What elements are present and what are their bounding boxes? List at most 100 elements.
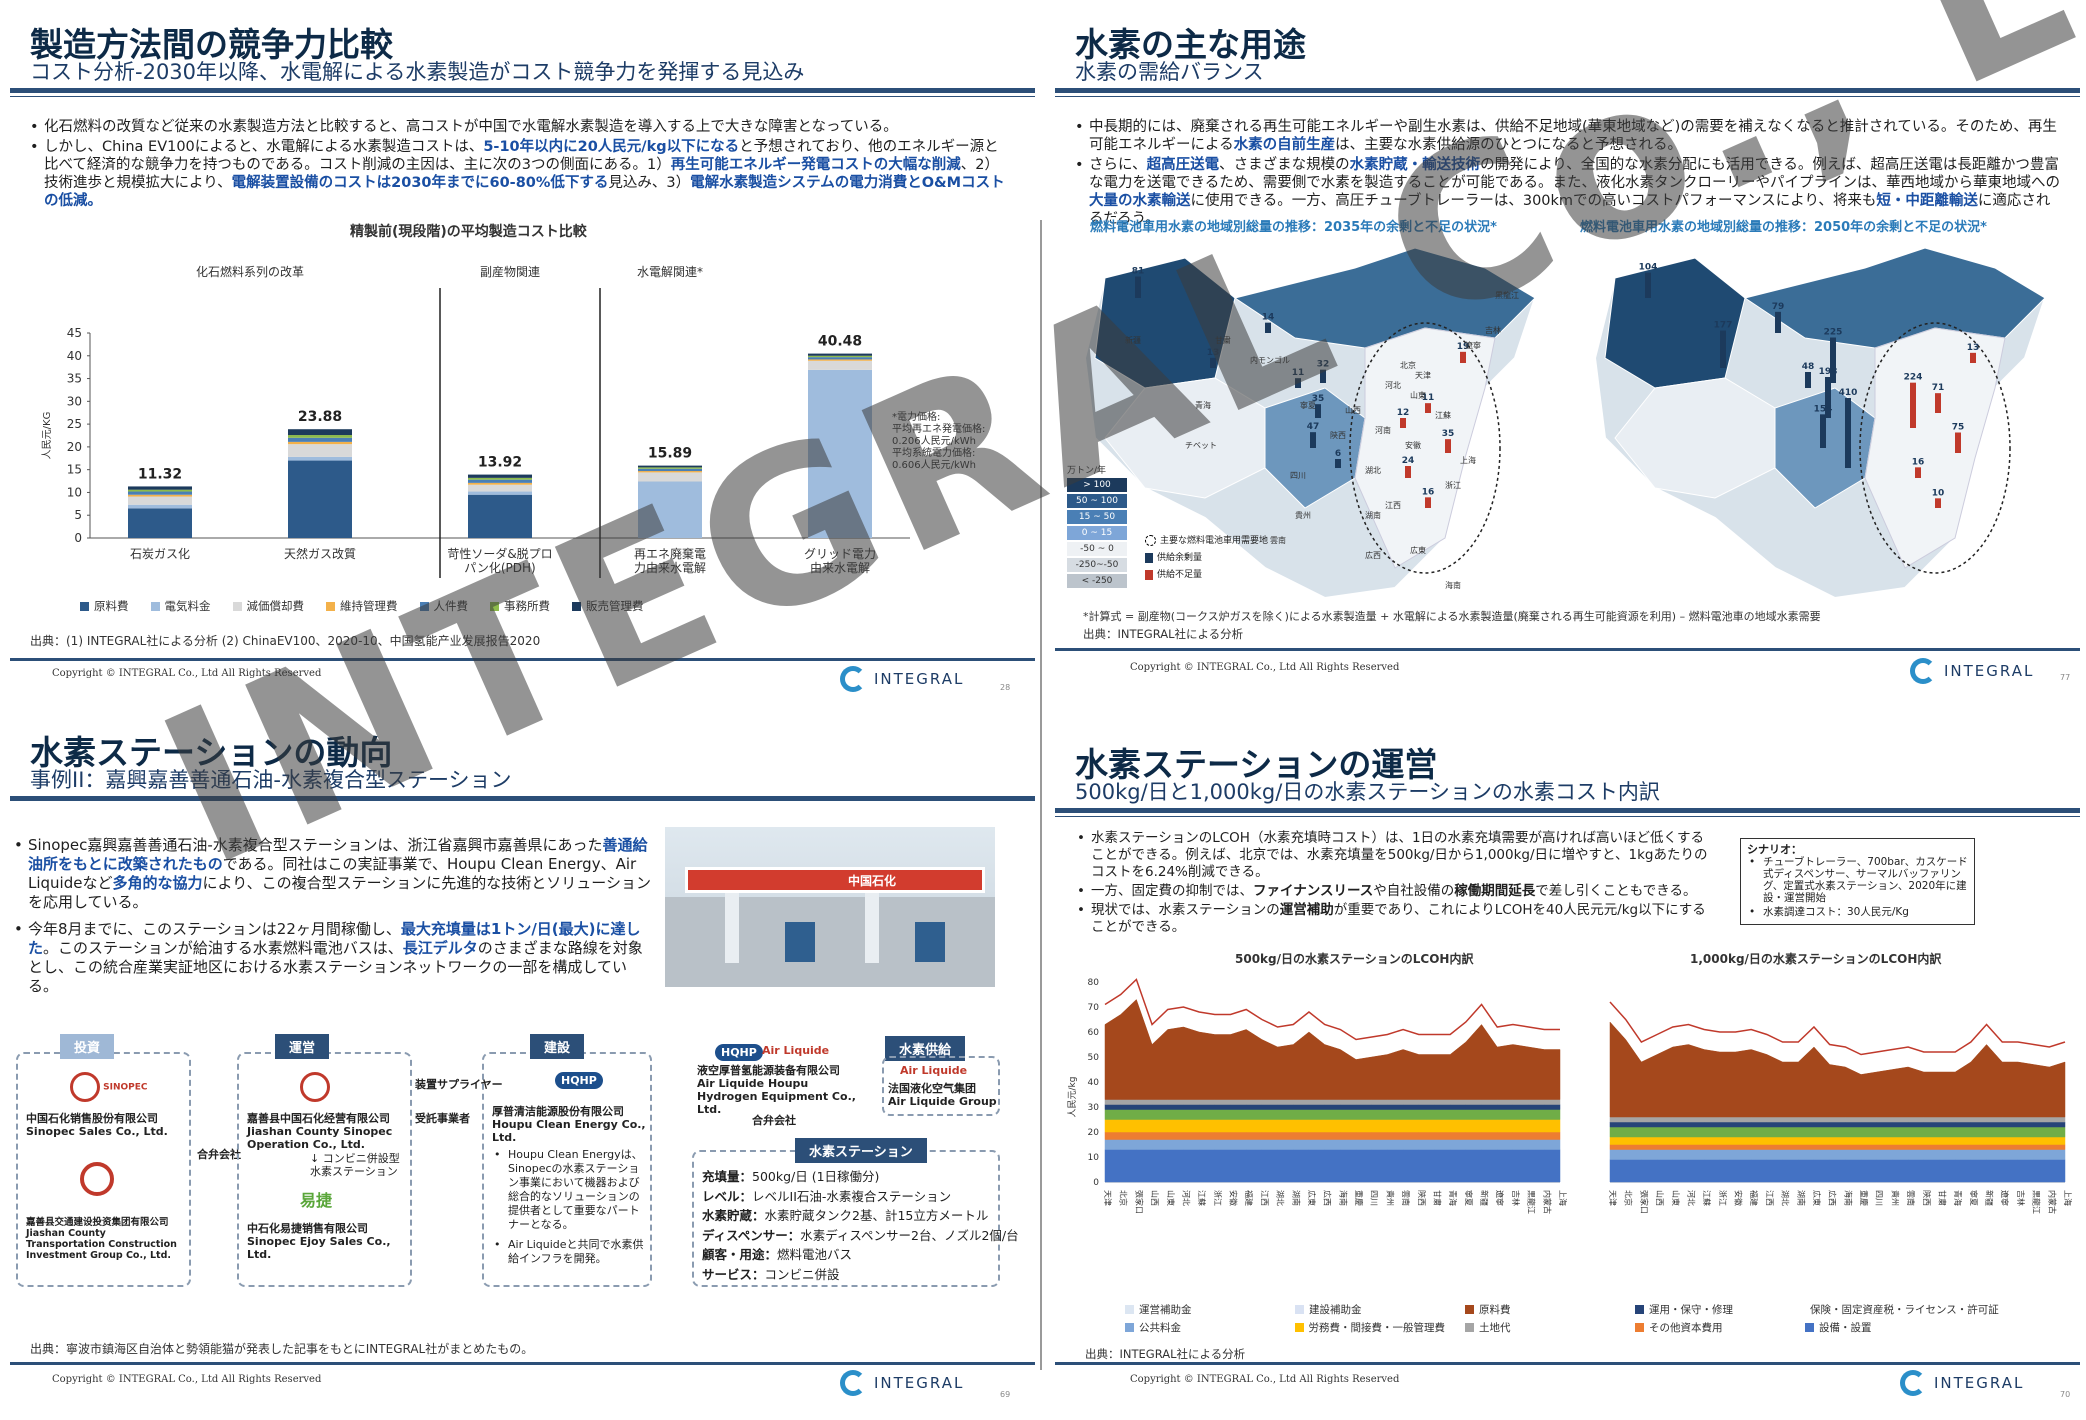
page-divider-vertical: [1040, 220, 1042, 1370]
area-series: [1104, 999, 1561, 1100]
x-tick-label: 甘粛: [1937, 1190, 1947, 1206]
balance-bar: [1265, 322, 1271, 333]
chart-legend: 運営補助金 建設補助金 原料費 運用・保守・修理 保険・固定資産税・ライセンス・許可証公…: [1125, 1302, 2045, 1335]
spec-row: 水素貯蔵：水素貯蔵タンク2基、計15立方メートル: [702, 1206, 1019, 1226]
copyright: Copyright © INTEGRAL Co., Ltd All Rights…: [52, 1374, 322, 1385]
spec-key: レベル：: [702, 1188, 753, 1204]
op1-cn: 嘉善县中国石化经营有限公司: [247, 1112, 390, 1125]
integral-logo: INTEGRAL: [1910, 658, 2034, 684]
source-note: 出典：(1) INTEGRAL社による分析 (2) ChinaEV100、202…: [30, 634, 541, 648]
bullet-list: Sinopec嘉興嘉善善通石油-水素複合型ステーションは、浙江省嘉興市嘉善県にあ…: [12, 836, 652, 998]
balance-value: 14: [1262, 313, 1275, 323]
x-tick-label: 黒龍江: [1527, 1190, 1537, 1214]
province-label: 湖南: [1365, 510, 1381, 520]
x-tick-label: グリッド電力: [804, 547, 876, 561]
spec-key: ディスペンサー：: [702, 1227, 801, 1243]
lcoh-area-chart-500: 0 10 20 30 40 50 60 70 80 人民元/kg 天津 北京 張家口 山西 山東 河北 江蘇 浙江…: [1067, 978, 1568, 1214]
balance-value: 71: [1932, 383, 1945, 393]
legend-note: 供給余剰量: [1145, 550, 1268, 567]
photo-pillar: [725, 893, 739, 963]
balance-value: 32: [1317, 360, 1330, 370]
y-tick-label: 20: [67, 440, 82, 454]
invest2-en: Jiashan County Transportation Constructi…: [26, 1228, 177, 1261]
y-axis-label: 人民元/KG: [41, 412, 53, 460]
province-label: 黒龍江: [1495, 290, 1519, 300]
bar-segment: [468, 491, 532, 495]
title-rule-thin: [1055, 96, 2080, 97]
region-east: [1354, 327, 1496, 569]
province-label: 甘粛: [1215, 335, 1231, 345]
region-north: [1233, 247, 1536, 349]
y-tick-label: 25: [67, 417, 82, 431]
jv-label: 合弁会社: [197, 1148, 241, 1161]
footer-rule: [1055, 1362, 2080, 1365]
province-label: 山東: [1410, 390, 1426, 400]
x-tick-label: 再エネ廃棄電: [634, 546, 706, 561]
logo-mark-icon: [1900, 1370, 1926, 1396]
title-rule: [1055, 808, 2080, 813]
y-tick-label: 10: [67, 485, 82, 499]
legend-label: 原料費: [94, 599, 129, 613]
legend-swatch: [490, 601, 499, 611]
sinopec-logo: [300, 1072, 330, 1102]
spec-value: 燃料電池バス: [777, 1247, 853, 1262]
province-label: 陝西: [1330, 430, 1346, 440]
supply-en: Air Liquide Group: [888, 1095, 997, 1108]
spec-value: 水素ディスペンサー2台、ノズル2個/台: [800, 1227, 1019, 1243]
legend-label: 設備・設置: [1819, 1322, 1872, 1334]
x-tick-label: 広西: [1323, 1190, 1333, 1206]
y-tick-label: 45: [67, 326, 82, 340]
bar-segment: [638, 472, 702, 482]
spec-row: サービス：コンビニ併設: [702, 1265, 1019, 1285]
balance-value: 11: [1422, 393, 1435, 403]
y-tick-label: 40: [1088, 1078, 1100, 1088]
balance-bar: [1315, 404, 1321, 418]
province-label: 遼寧: [1465, 340, 1481, 350]
title-rule: [10, 796, 1035, 801]
bullet-text: に適応されるだろう。: [1089, 193, 2051, 227]
x-tick-label: 四川: [1370, 1190, 1379, 1206]
bar-segment: [288, 435, 352, 438]
integral-logo: INTEGRAL: [1900, 1370, 2024, 1396]
jv-cn: 液空厚普氢能源装备有限公司: [697, 1064, 840, 1077]
province-label: 上海: [1460, 455, 1476, 465]
bullet-text: しかし、China EV100によると、水電解による水素製造コストは、: [44, 139, 484, 155]
province-label: 江西: [1385, 501, 1401, 510]
photo-canopy: 中国石化: [685, 867, 985, 893]
bar-segment: [288, 456, 352, 461]
invest1-cn: 中国石化销售股份有限公司: [26, 1112, 158, 1125]
legend-label: その他資本費用: [1649, 1322, 1723, 1334]
page-number: 70: [2060, 1390, 2071, 1399]
balance-value: 16: [1422, 487, 1435, 497]
y-tick-label: 20: [1088, 1128, 1100, 1138]
tag-station: 水素ステーション: [795, 1138, 927, 1163]
balance-bar: [1400, 418, 1406, 428]
x-tick-label: 湖北: [1781, 1190, 1790, 1206]
province-label: 河南: [1375, 425, 1391, 435]
y-tick-label: 35: [67, 372, 82, 386]
x-tick-label: 福建: [1749, 1190, 1759, 1206]
footer-rule: [1055, 648, 2080, 651]
y-tick-label: 40: [67, 349, 82, 363]
legend-range: -250~-50: [1067, 558, 1127, 572]
legend-item: 公共料金: [1125, 1320, 1275, 1335]
bullet-item: 一方、固定費の抑制では、ファイナンスリースや自社設備の稼働期間延長で差し引くこと…: [1075, 883, 1710, 900]
bar-segment: [468, 482, 532, 485]
china-map-2050: 104 79 177 48 225 198 154 410 224 71 75 16 10 13: [1593, 246, 2047, 600]
legend-range: 0 ~ 15: [1067, 526, 1127, 540]
x-tick-label: 河北: [1686, 1190, 1696, 1206]
balance-bar: [1405, 466, 1411, 478]
x-tick-label: 天津: [1608, 1190, 1618, 1206]
data-label: 13.92: [478, 455, 522, 471]
balance-bar: [1460, 351, 1466, 363]
y-tick-label: 80: [1088, 978, 1100, 988]
legend-item: 電気料金: [150, 598, 211, 614]
bullet-item: さらに、超高圧送電、さまざまな規模の水素貯蔵・輸送技術の開発により、全国的な水素…: [1073, 156, 2063, 228]
x-tick-label: 安徽: [1734, 1190, 1744, 1206]
bullet-item: 水素ステーションのLCOH（水素充填時コスト）は、1日の水素充填需要が高ければ高…: [1075, 830, 1710, 881]
balance-bar: [1445, 439, 1451, 453]
area-series: [1104, 1119, 1561, 1133]
balance-bar: [1335, 459, 1341, 468]
legend-swatch: [232, 601, 242, 611]
balance-bar: [1320, 369, 1326, 383]
